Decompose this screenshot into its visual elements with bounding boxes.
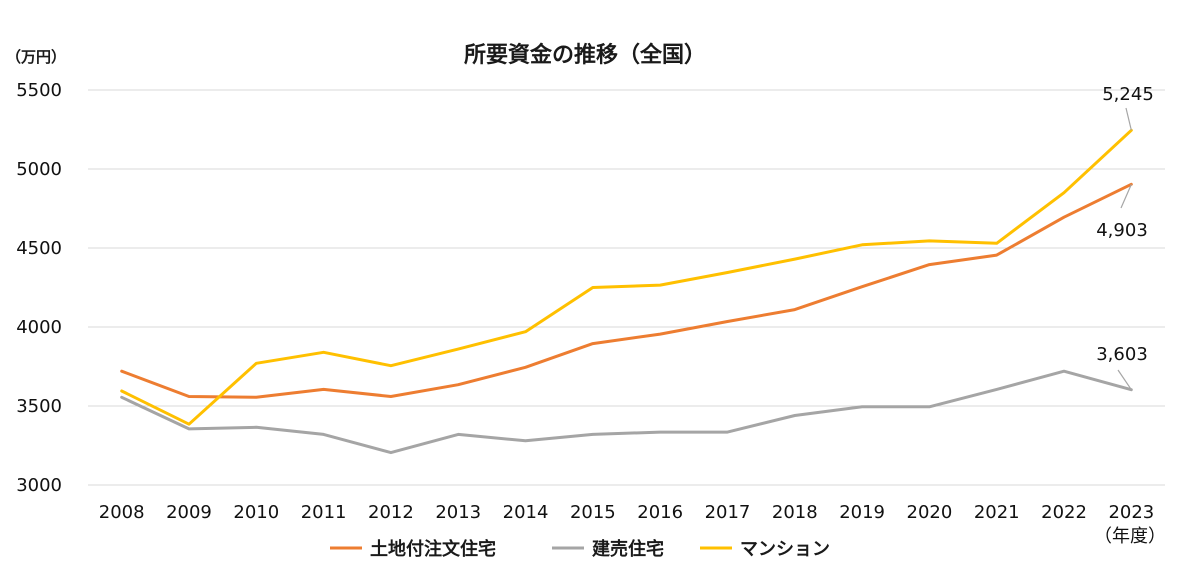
x-axis-unit-label: （年度） [1094,526,1166,547]
x-tick-label: 2023 [1108,502,1154,523]
legend-label: 建売住宅 [592,538,664,560]
data-labels: 4,903 3,603 5,245 [1096,84,1154,391]
series-lines [120,128,1133,455]
x-tick-label: 2019 [839,502,885,523]
y-axis-ticks: 3000 3500 4000 4500 5000 5500 [16,80,62,496]
x-tick-label: 2010 [233,502,279,523]
x-tick-label: 2008 [99,502,145,523]
x-tick-label: 2009 [166,502,212,523]
x-tick-label: 2016 [637,502,683,523]
x-tick-label: 2013 [435,502,481,523]
x-tick-label: 2022 [1041,502,1087,523]
data-label-leader [1117,369,1132,391]
series-line-0 [120,182,1133,399]
data-label: 5,245 [1102,84,1154,105]
data-label: 4,903 [1096,220,1148,241]
y-tick-label: 4500 [16,238,62,259]
legend-label: 土地付注文住宅 [370,538,496,560]
series-line-2 [120,128,1133,426]
chart-title: 所要資金の推移（全国） [464,42,706,68]
x-axis-ticks: 2008 2009 2010 2011 2012 2013 2014 2015 2016 2017… [99,502,1155,523]
x-tick-label: 2015 [570,502,616,523]
gridlines [88,89,1165,486]
y-tick-label: 4000 [16,317,62,338]
x-tick-label: 2021 [974,502,1020,523]
x-tick-label: 2017 [705,502,751,523]
x-tick-label: 2018 [772,502,818,523]
y-tick-label: 3000 [16,475,62,496]
data-label: 3,603 [1096,344,1148,365]
x-tick-label: 2014 [503,502,549,523]
y-axis-unit-label: （万円） [6,48,66,66]
x-tick-label: 2012 [368,502,414,523]
legend: 土地付注文住宅 建売住宅 マンション [330,538,830,560]
x-tick-label: 2011 [301,502,347,523]
data-label-leader [1120,184,1132,209]
x-tick-label: 2020 [907,502,953,523]
data-label-leader [1125,107,1132,131]
y-tick-label: 3500 [16,396,62,417]
y-tick-label: 5500 [16,80,62,101]
series-line-1 [120,369,1133,455]
legend-label: マンション [740,539,830,560]
y-tick-label: 5000 [16,159,62,180]
